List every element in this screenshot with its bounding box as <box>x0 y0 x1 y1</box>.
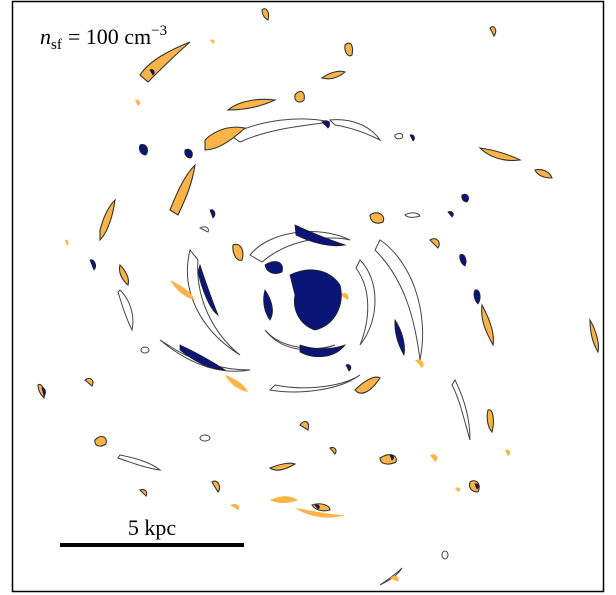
density-label: nsf = 100 cm−3 <box>40 23 167 53</box>
scale-bar-label: 5 kpc <box>128 515 177 540</box>
label-equals: = 100 cm <box>68 24 151 49</box>
label-subscript: sf <box>51 37 62 53</box>
label-symbol: n <box>40 24 51 49</box>
gas-map <box>37 8 600 586</box>
label-superscript: −3 <box>151 23 167 39</box>
